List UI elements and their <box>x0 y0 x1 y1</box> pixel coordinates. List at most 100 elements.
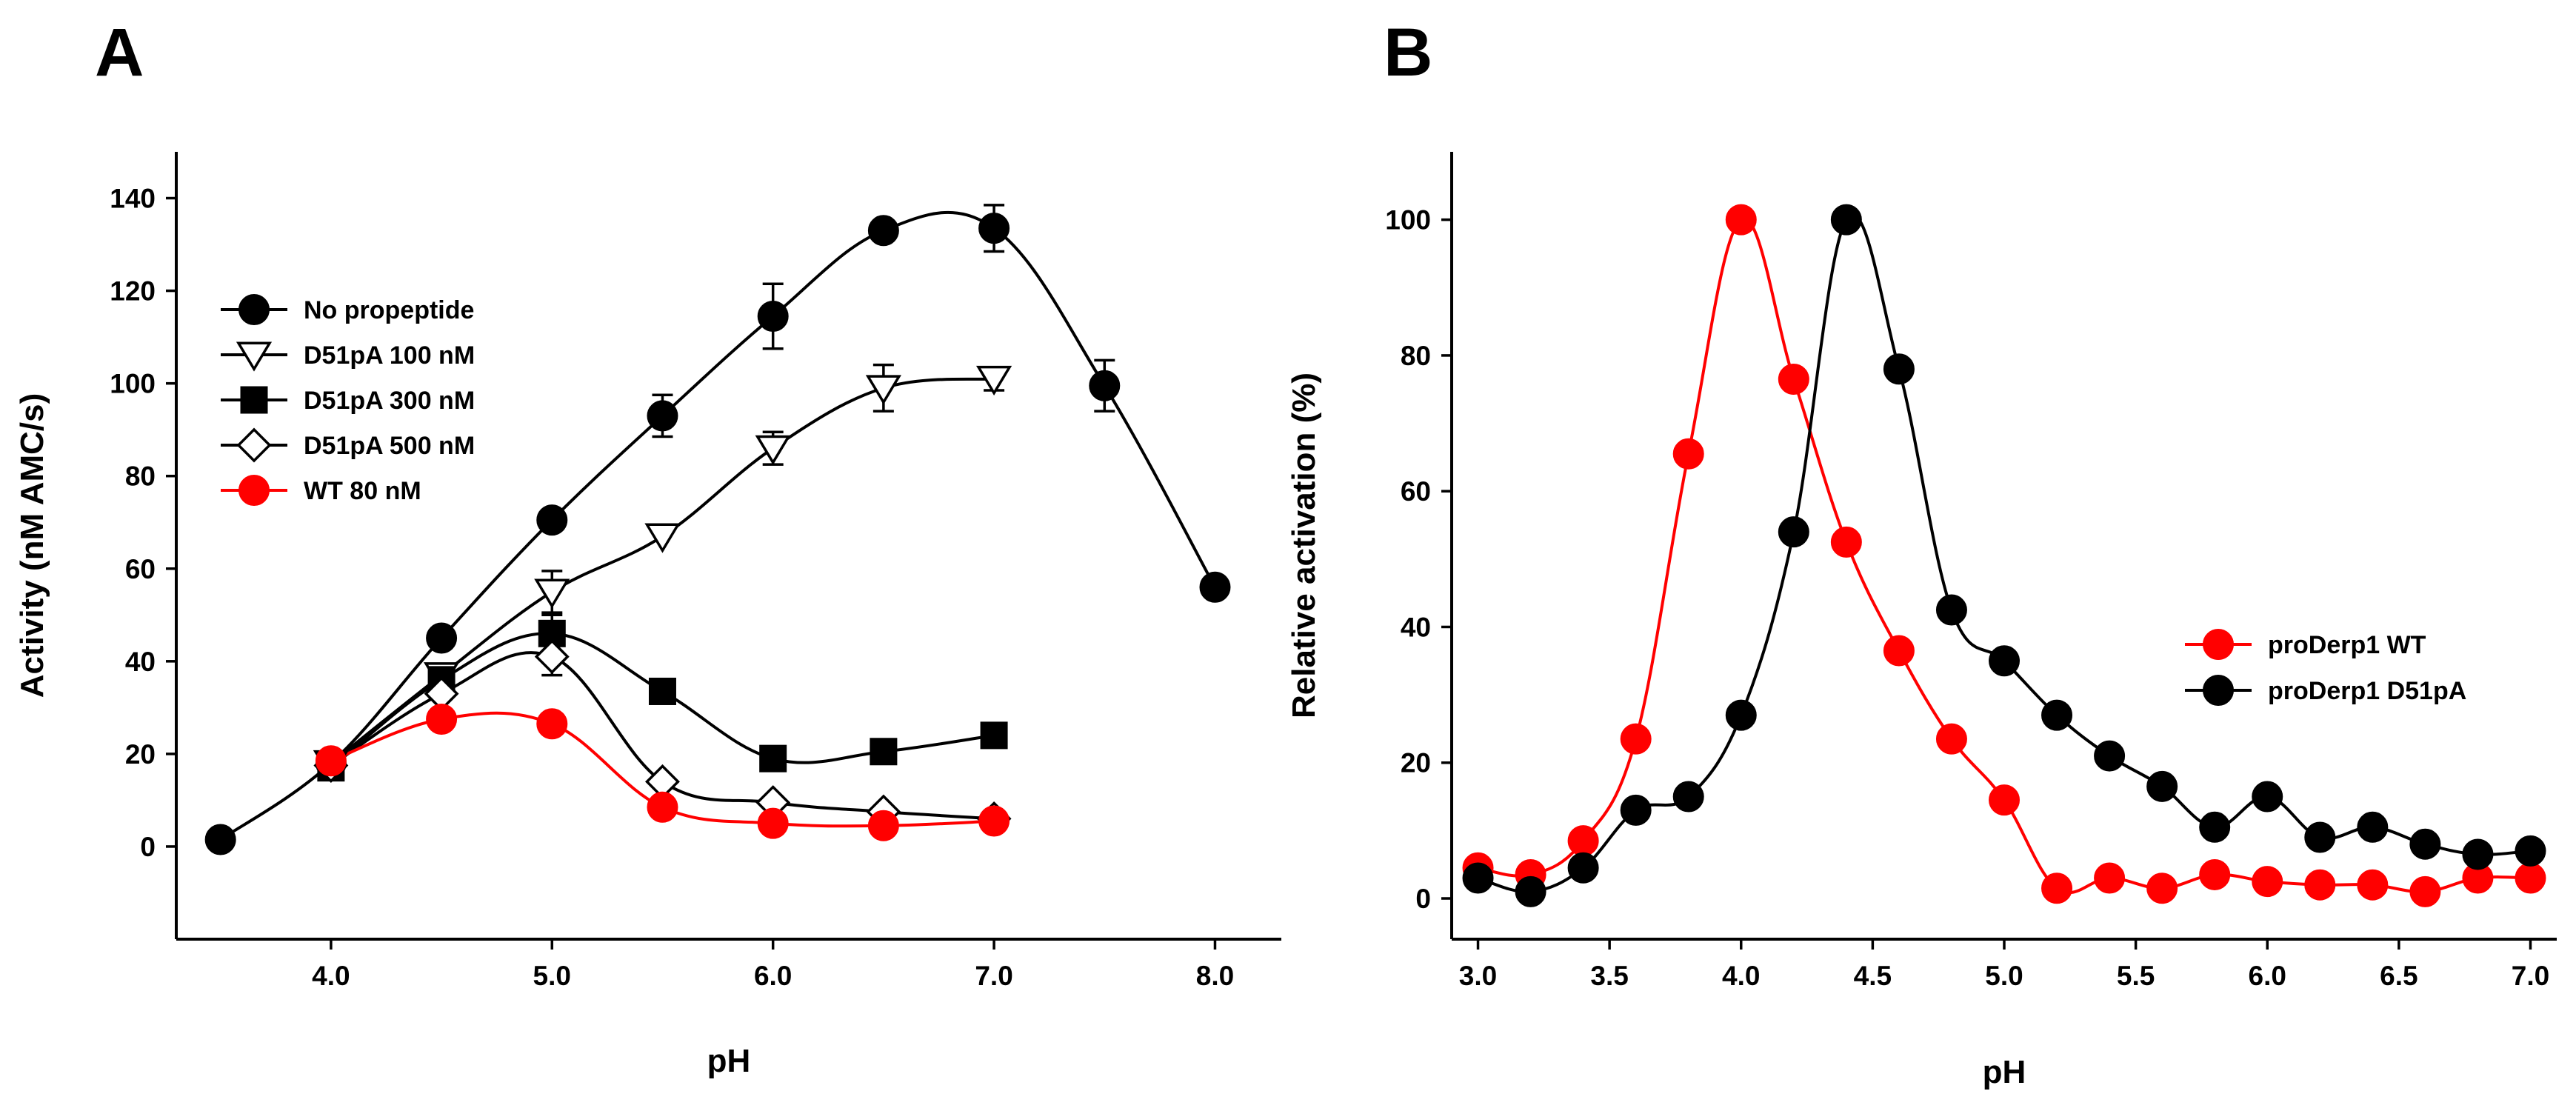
panel-b-series-proderp1-d51pa-point <box>2304 821 2336 853</box>
panel-a-series-no-propeptide-point <box>978 213 1010 244</box>
panel-b-y-axis-title: Relative activation (%) <box>1286 373 1322 718</box>
panel-b-series-proderp1-wt-point <box>1935 723 1967 755</box>
panel-b-series-proderp1-d51pa-point <box>1830 204 1862 236</box>
panel-b-y-tick-label: 20 <box>1401 748 1431 778</box>
panel-a-series-wt-80-nm-point <box>757 807 789 839</box>
panel-a-series-no-propeptide-point <box>647 400 678 432</box>
panel-b-y-tick-label: 0 <box>1415 884 1431 914</box>
panel-a-y-tick-label: 140 <box>110 184 156 214</box>
panel-a-x-tick-label: 5.0 <box>533 961 571 991</box>
panel-a-series-no-propeptide-point <box>1199 571 1231 603</box>
panel-b-series-proderp1-wt-point <box>2515 862 2546 894</box>
panel-b-series-proderp1-wt-point <box>2252 866 2283 898</box>
panel-b-series-proderp1-wt-point <box>2199 858 2231 890</box>
panel-b-series-proderp1-wt-point <box>2146 873 2178 904</box>
panel-b-y-tick-label: 80 <box>1401 341 1431 371</box>
panel-b-series-proderp1-d51pa-point <box>2357 811 2389 843</box>
panel-b-series-proderp1-d51pa-point <box>2409 828 2441 860</box>
panel-b-series-proderp1-wt-point <box>1883 635 1915 667</box>
panel-b-y-tick-label: 100 <box>1385 205 1431 236</box>
panel-a-series-d51pa-300-nm-point <box>870 738 898 766</box>
panel-a-series-wt-80-nm-point <box>867 810 899 841</box>
panel-a-series-d51pa-300-nm-point <box>759 744 787 773</box>
panel-b-series-proderp1-d51pa-point <box>1725 699 1757 731</box>
panel-a-series-d51pa-100-nm-point <box>755 435 791 465</box>
panel-b-series-proderp1-d51pa-point <box>1672 781 1704 813</box>
panel-b-letter: B <box>1384 15 1432 90</box>
panel-a-y-tick-label: 0 <box>140 832 156 862</box>
panel-a-series-no-propeptide-point <box>757 300 789 332</box>
panel-b-x-tick-label: 3.0 <box>1459 961 1497 991</box>
panel-b-series-proderp1-d51pa-point <box>2252 781 2283 813</box>
panel-b-series-proderp1-wt-point <box>1989 784 2020 816</box>
panel-b-series-proderp1-wt-point <box>1725 204 1757 236</box>
panel-a-x-tick-label: 4.0 <box>312 961 350 991</box>
panel-a-x-tick-label: 7.0 <box>975 961 1012 991</box>
panel-a-legend-wt-80-nm-label: WT 80 nM <box>304 477 421 505</box>
panel-a-y-tick-label: 40 <box>125 647 156 677</box>
panel-a-y-tick-label: 100 <box>110 369 156 399</box>
panel-b-y-tick-label: 40 <box>1401 612 1431 642</box>
panel-a-series-no-propeptide-point <box>867 215 899 247</box>
panel-a-y-axis-title: Activity (nM AMC/s) <box>14 393 50 698</box>
panel-b-series-proderp1-wt-point <box>1620 723 1652 755</box>
panel-b-series-proderp1-d51pa-point <box>1462 862 1494 894</box>
panel-a-series-d51pa-100-nm-point <box>865 375 901 405</box>
panel-b-legend-proderp1-d51pa-label: proDerp1 D51pA <box>2268 677 2466 705</box>
panel-b-series-proderp1-d51pa-point <box>2515 835 2546 867</box>
panel-b-series-proderp1-wt-point <box>2409 875 2441 907</box>
panel-a-series-wt-80-nm-point <box>426 703 458 735</box>
panel-a-legend-no-propeptide-marker <box>238 294 270 325</box>
panel-a-y-tick-label: 120 <box>110 276 156 307</box>
panel-b-series-proderp1-d51pa-point <box>2041 699 2073 731</box>
panel-a-series-wt-80-nm-point <box>978 805 1010 837</box>
panel-b-x-tick-label: 4.5 <box>1854 961 1892 991</box>
panel-b-series-proderp1-wt-point <box>2094 862 2126 894</box>
panel-a-series-d51pa-100-nm-point <box>644 523 681 553</box>
panel-a-letter: A <box>95 15 144 90</box>
panel-b-series-proderp1-wt-point <box>2357 869 2389 901</box>
panel-a-series-no-propeptide-point <box>426 622 458 654</box>
panel-b-x-tick-label: 6.5 <box>2380 961 2417 991</box>
panel-b-series-proderp1-wt-point <box>2304 869 2336 901</box>
panel-a-series-wt-80-nm-point <box>315 745 347 777</box>
panel-b-legend-proderp1-wt-marker <box>2203 629 2234 660</box>
panel-b-series-proderp1-d51pa-point <box>1778 516 1809 548</box>
panel-a-series-no-propeptide-line <box>219 210 1217 841</box>
panel-a-legend-no-propeptide-label: No propeptide <box>304 296 474 324</box>
panel-b-series-proderp1-wt-point <box>1672 438 1704 470</box>
panel-a-series-d51pa-100-nm-point <box>534 578 570 609</box>
panel-a-series-wt-80-nm-point <box>536 708 568 740</box>
panel-b-series-proderp1-wt-point <box>1778 363 1809 395</box>
panel-b-series-proderp1-d51pa-point <box>1989 645 2020 677</box>
panel-a-series-no-propeptide-point <box>1089 370 1121 401</box>
panel-b-x-tick-label: 4.0 <box>1722 961 1760 991</box>
panel-b-x-tick-label: 3.5 <box>1590 961 1628 991</box>
panel-b-series-proderp1-wt-point <box>1830 526 1862 558</box>
panel-a-legend-d51pa-300-nm-label: D51pA 300 nM <box>304 387 475 415</box>
panel-b-series-proderp1-d51pa-point <box>2146 770 2178 802</box>
panel-b-series-proderp1-d51pa-point <box>2462 838 2494 870</box>
panel-a-legend-d51pa-100-nm-marker <box>236 341 273 372</box>
panel-b-x-tick-label: 6.0 <box>2249 961 2286 991</box>
panel-a-series-no-propeptide-point <box>204 824 236 855</box>
panel-b-x-tick-label: 7.0 <box>2512 961 2549 991</box>
panel-b-legend-proderp1-d51pa-marker <box>2203 675 2234 706</box>
panel-a-series-d51pa-500-nm-point <box>534 639 570 675</box>
panel-b-chart: 0 20 40 60 80 100 3.0 3.5 4.0 4.5 5.0 5.5 6.0 6.5 7.0 p… <box>1286 152 2557 1090</box>
panel-a-x-tick-label: 8.0 <box>1196 961 1234 991</box>
panel-b-x-tick-label: 5.5 <box>2117 961 2155 991</box>
panel-a-series-d51pa-100-nm-point <box>975 365 1012 396</box>
panel-a-series-d51pa-300-nm-point <box>648 677 676 705</box>
panel-a-x-axis-title: pH <box>707 1043 751 1079</box>
panel-a-legend-d51pa-100-nm-label: D51pA 100 nM <box>304 341 475 370</box>
panel-a-y-tick-label: 80 <box>125 461 156 492</box>
panel-a-series-wt-80-nm-point <box>647 791 678 823</box>
panel-b-legend-proderp1-wt-label: proDerp1 WT <box>2268 631 2426 659</box>
panel-a-legend-d51pa-500-nm-marker <box>236 427 272 463</box>
panel-b-series-proderp1-wt-point <box>2041 873 2073 904</box>
panel-b-series-proderp1-d51pa-point <box>2094 740 2126 772</box>
panel-a-legend-d51pa-300-nm-marker <box>240 386 268 414</box>
panel-a-series-d51pa-300-nm-point <box>980 721 1008 750</box>
